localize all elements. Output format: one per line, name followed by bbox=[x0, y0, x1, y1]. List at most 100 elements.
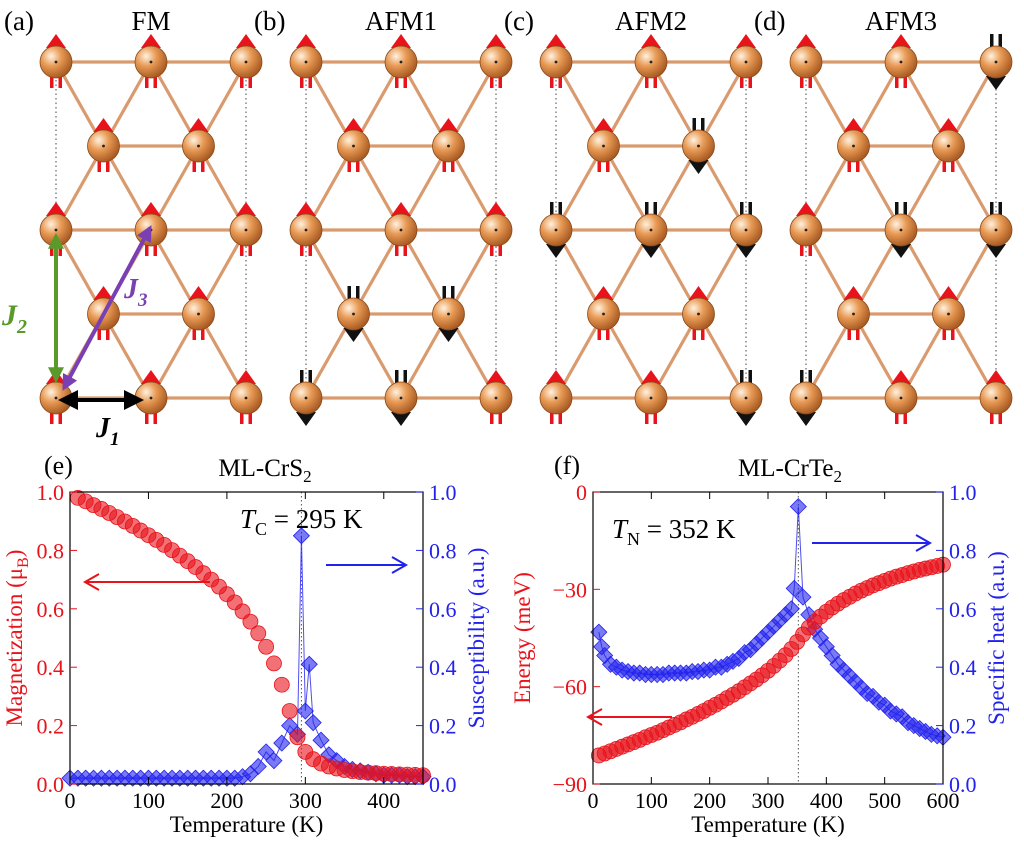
data-point-diamond bbox=[265, 752, 283, 770]
spin-tail bbox=[951, 152, 955, 172]
spin-tail bbox=[403, 370, 407, 390]
atom-center-dot bbox=[697, 144, 700, 148]
spin-tail bbox=[97, 152, 101, 172]
spin-up-icon bbox=[891, 370, 911, 424]
spin-head bbox=[391, 34, 411, 48]
spin-head bbox=[796, 202, 816, 216]
spin-head bbox=[688, 286, 709, 300]
spin-tail bbox=[903, 68, 907, 88]
spin-head bbox=[736, 412, 756, 426]
spin-up-icon bbox=[796, 202, 816, 256]
spin-head bbox=[736, 34, 756, 48]
spin-head bbox=[546, 244, 566, 258]
spin-head bbox=[891, 370, 911, 384]
spin-up-icon bbox=[843, 118, 864, 172]
spin-up-icon bbox=[391, 34, 411, 88]
spin-up-icon bbox=[938, 286, 959, 340]
data-point-diamond bbox=[257, 743, 275, 761]
y-right-axis-label: Specific heat (a.u.) bbox=[984, 551, 1009, 725]
spin-tail bbox=[856, 152, 860, 172]
atom-center-dot bbox=[852, 312, 855, 316]
spin-tail bbox=[942, 152, 946, 172]
spin-tail bbox=[998, 34, 1002, 54]
atom-center-dot bbox=[899, 60, 903, 64]
spin-down-icon bbox=[736, 370, 756, 426]
data-point-diamond bbox=[785, 579, 803, 597]
atom-center-dot bbox=[494, 228, 498, 232]
spin-up-icon bbox=[843, 286, 864, 340]
atom-center-dot bbox=[102, 144, 105, 148]
spin-tail bbox=[451, 286, 455, 306]
y-left-tick-label: 0 bbox=[576, 480, 587, 505]
spin-tail bbox=[895, 404, 899, 424]
data-point-diamond bbox=[782, 600, 800, 618]
y-left-axis-label: Magnetization (μB) bbox=[2, 550, 32, 727]
y-right-axis-label: Susceptibility (a.u.) bbox=[464, 548, 489, 729]
panel-letter: (e) bbox=[44, 451, 73, 480]
spin-head bbox=[986, 76, 1006, 90]
atom-center-dot bbox=[399, 228, 403, 232]
exchange-j3-label: J3 bbox=[123, 274, 148, 311]
spin-head bbox=[438, 118, 459, 132]
atom-center-dot bbox=[149, 396, 153, 400]
spin-head bbox=[141, 34, 161, 48]
spin-tail bbox=[442, 152, 446, 172]
spin-up-icon bbox=[641, 370, 661, 424]
spin-head bbox=[641, 34, 661, 48]
panel-title: AFM2 bbox=[615, 6, 687, 36]
spin-head bbox=[188, 118, 209, 132]
spin-tail bbox=[395, 370, 399, 390]
spin-tail bbox=[990, 202, 994, 222]
spin-tail bbox=[748, 370, 752, 390]
spin-tail bbox=[597, 152, 601, 172]
spin-tail bbox=[106, 152, 110, 172]
spin-down-icon bbox=[796, 370, 816, 426]
spin-tail bbox=[800, 236, 804, 256]
chart-energy-specific-heat: 0 100 200 300 400 500 600 Temperature (K) −90 −60… bbox=[510, 451, 1009, 837]
atom-center-dot bbox=[804, 228, 808, 232]
spin-up-icon bbox=[486, 34, 506, 88]
spin-head bbox=[986, 244, 1006, 258]
spin-head bbox=[546, 34, 566, 48]
spin-tail bbox=[490, 68, 494, 88]
spin-tail bbox=[201, 152, 205, 172]
spin-tail bbox=[356, 152, 360, 172]
atom-center-dot bbox=[304, 396, 308, 400]
spin-tail bbox=[895, 68, 899, 88]
spin-tail bbox=[300, 68, 304, 88]
spin-head bbox=[843, 286, 864, 300]
spin-down-icon bbox=[391, 370, 411, 426]
spin-up-icon bbox=[46, 34, 66, 88]
spin-head bbox=[641, 244, 661, 258]
spin-down-icon bbox=[891, 202, 911, 258]
x-tick-label: 100 bbox=[132, 788, 165, 813]
svg-text:J3: J3 bbox=[123, 274, 148, 311]
spin-tail bbox=[645, 68, 649, 88]
spin-down-icon bbox=[296, 370, 316, 426]
spin-tail bbox=[748, 202, 752, 222]
x-tick-label: 500 bbox=[868, 788, 901, 813]
y-left-axis-label: Energy (meV) bbox=[510, 572, 535, 704]
spin-tail bbox=[808, 236, 812, 256]
atom-center-dot bbox=[447, 312, 450, 316]
y-left-tick-label: 0.8 bbox=[37, 538, 65, 563]
x-tick-label: 0 bbox=[65, 788, 76, 813]
spin-up-icon bbox=[188, 286, 209, 340]
spin-head bbox=[236, 370, 256, 384]
y-right-tick-label: 0.6 bbox=[429, 597, 457, 622]
spin-tail bbox=[300, 236, 304, 256]
x-axis-label: Temperature (K) bbox=[691, 812, 845, 837]
data-point-diamond bbox=[249, 757, 267, 776]
spin-up-icon bbox=[688, 286, 709, 340]
y-left-tick-label: 1.0 bbox=[37, 480, 65, 505]
atom-center-dot bbox=[649, 396, 653, 400]
y-left-tick-label: 0.6 bbox=[37, 597, 65, 622]
spin-head bbox=[93, 118, 114, 132]
y-right-tick-label: 1.0 bbox=[429, 480, 457, 505]
spin-tail bbox=[740, 68, 744, 88]
spin-up-icon bbox=[986, 370, 1006, 424]
spin-tail bbox=[153, 236, 157, 256]
chart-magnetization-susceptibility: 0 100 200 300 400 Temperature (K) 0.0 0.2 0.4 0.6… bbox=[2, 451, 489, 837]
lattice-panels: (a) FM (b) AFM1 (c) AFM2 (d) AFM3 bbox=[4, 6, 1013, 426]
